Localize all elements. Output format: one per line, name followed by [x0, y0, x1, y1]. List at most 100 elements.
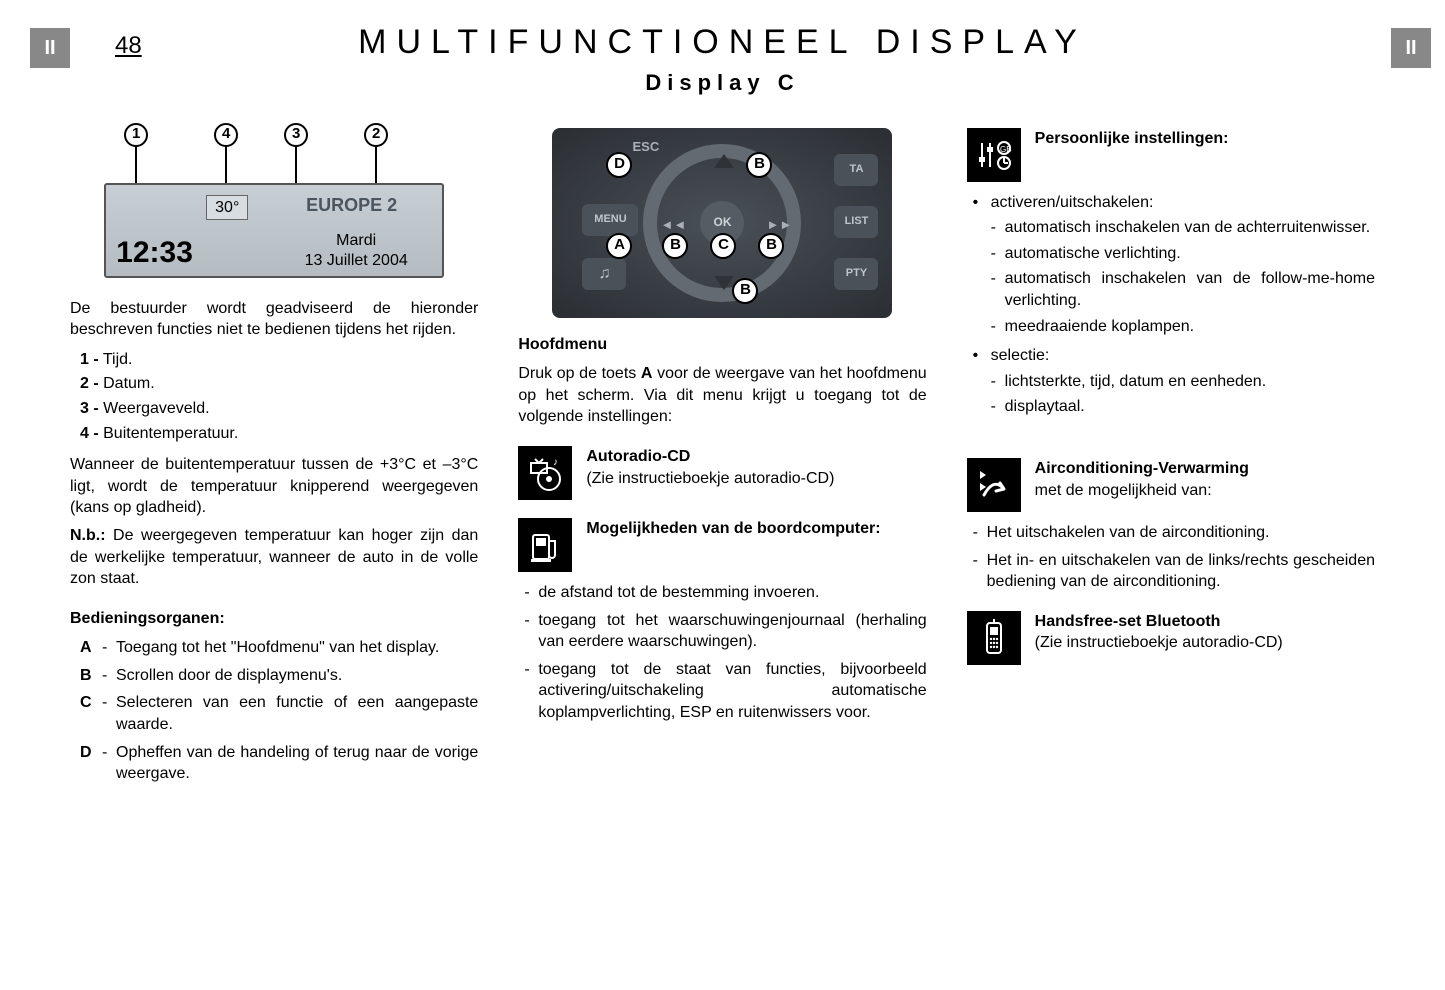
numbered-list: 1 - Tijd. 2 - Datum. 3 - Weergaveveld. 4…: [80, 349, 478, 444]
pad-arrow-up-icon: [714, 154, 734, 168]
settings-sliders-icon: GB: [967, 128, 1021, 182]
ctrl-C-letter: C: [80, 692, 102, 735]
autoradio-sub: (Zie instructieboekje autoradio-CD): [586, 468, 926, 490]
boordcomputer-row: Mogelijkheden van de boordcomputer:: [518, 518, 926, 572]
display-day: Mardi: [276, 230, 436, 252]
svg-text:GB: GB: [1000, 145, 1012, 154]
title-block: MULTIFUNCTIONEEL DISPLAY Display C: [70, 20, 1375, 98]
callout-3: 3: [284, 123, 308, 147]
pad-letter-B-left: B: [662, 233, 688, 259]
column-2: ESC MENU TA LIST PTY ♫ OK ◄◄ ►► D B A B …: [518, 128, 926, 791]
item-1-num: 1 -: [80, 351, 99, 368]
select-a: lichtsterkte, tijd, datum en eenheden.: [1005, 371, 1375, 393]
personal-bullets: •activeren/uitschakelen: -automatisch in…: [973, 192, 1375, 418]
hoofdmenu-text-bold: A: [641, 365, 653, 382]
callout-2: 2: [364, 123, 388, 147]
advisory-text: De bestuurder wordt geadviseerd de hiero…: [70, 298, 478, 341]
page-title: MULTIFUNCTIONEEL DISPLAY: [70, 20, 1375, 66]
fuel-pump-icon: [518, 518, 572, 572]
aircon-list: -Het uitschakelen van de airconditioning…: [973, 522, 1375, 593]
pad-music-button: ♫: [582, 258, 626, 290]
display-time: 12:33: [116, 233, 193, 274]
pad-letter-B-bottom: B: [732, 278, 758, 304]
ctrl-D-letter: D: [80, 742, 102, 785]
activate-b: automatische verlichting.: [1005, 243, 1375, 265]
boord-item-b: toegang tot het waarschuwingenjournaal (…: [538, 610, 926, 653]
pad-letter-B-right: B: [758, 233, 784, 259]
bluetooth-sub: (Zie instructieboekje autoradio-CD): [1035, 632, 1375, 654]
pad-letter-B-top: B: [746, 152, 772, 178]
boord-item-a: de afstand tot de bestemming invoeren.: [538, 582, 926, 604]
item-4-text: Buitentemperatuur.: [103, 425, 238, 442]
item-3-text: Weergaveveld.: [103, 400, 209, 417]
display-illustration: 1 4 3 2 12:33 30° EUROPE 2 Mardi 13 Juil…: [104, 128, 444, 278]
item-2-text: Datum.: [103, 375, 155, 392]
manual-page: II II 48 MULTIFUNCTIONEEL DISPLAY Displa…: [0, 0, 1445, 990]
select-b: displaytaal.: [1005, 396, 1375, 418]
aircon-row: Airconditioning-Verwarming met de mogeli…: [967, 458, 1375, 512]
boordcomputer-list: -de afstand tot de bestemming invoeren. …: [524, 582, 926, 724]
hoofdmenu-heading: Hoofdmenu: [518, 334, 926, 356]
display-station: EUROPE 2: [306, 193, 397, 217]
svg-text:♪: ♪: [553, 457, 558, 468]
display-screen: 12:33 30° EUROPE 2 Mardi 13 Juillet 2004: [104, 183, 444, 278]
aircon-title: Airconditioning-Verwarming: [1035, 458, 1375, 480]
autoradio-cd-icon: ♪: [518, 446, 572, 500]
nb-text: De weergegeven temperatuur kan hoger zij…: [70, 527, 478, 587]
nb-label: N.b.:: [70, 527, 106, 544]
section-tab-right: II: [1391, 28, 1431, 68]
item-1-text: Tijd.: [103, 351, 133, 368]
control-pad-illustration: ESC MENU TA LIST PTY ♫ OK ◄◄ ►► D B A B …: [552, 128, 892, 318]
ctrl-C-text: Selecteren van een functie of een aangep…: [116, 692, 478, 735]
pad-rewind-icon: ◄◄: [660, 216, 686, 234]
pad-letter-C: C: [710, 233, 736, 259]
content-columns: 1 4 3 2 12:33 30° EUROPE 2 Mardi 13 Juil…: [70, 128, 1375, 791]
personal-row: GB Persoonlijke instellingen:: [967, 128, 1375, 182]
aircon-icon: [967, 458, 1021, 512]
boord-item-c: toegang tot de staat van functies, bijvo…: [538, 659, 926, 724]
nb-paragraph: N.b.: De weergegeven temperatuur kan hog…: [70, 525, 478, 590]
bluetooth-title: Handsfree-set Bluetooth: [1035, 611, 1375, 633]
column-1: 1 4 3 2 12:33 30° EUROPE 2 Mardi 13 Juil…: [70, 128, 478, 791]
hoofdmenu-text: Druk op de toets A voor de weergave van …: [518, 363, 926, 428]
controls-heading: Bedieningsorganen:: [70, 608, 478, 630]
phone-icon: [967, 611, 1021, 665]
activate-a: automatisch inschakelen van de achterrui…: [1005, 217, 1375, 239]
pad-forward-icon: ►►: [766, 216, 792, 234]
select-label: selectie:: [991, 345, 1375, 367]
pad-letter-A: A: [606, 233, 632, 259]
ctrl-B-letter: B: [80, 665, 102, 687]
pad-esc-label: ESC: [632, 138, 659, 156]
autoradio-row: ♪ Autoradio-CD (Zie instructieboekje aut…: [518, 446, 926, 500]
page-number: 48: [115, 30, 142, 62]
item-3-num: 3 -: [80, 400, 99, 417]
display-temp: 30°: [206, 195, 248, 221]
pad-arrow-down-icon: [714, 276, 734, 290]
pad-ta-button: TA: [834, 154, 878, 186]
column-3: GB Persoonlijke instellingen: •activeren…: [967, 128, 1375, 791]
callout-1: 1: [124, 123, 148, 147]
ctrl-B-text: Scrollen door de displaymenu's.: [116, 665, 478, 687]
page-subtitle: Display C: [70, 68, 1375, 98]
callout-4: 4: [214, 123, 238, 147]
personal-title: Persoonlijke instellingen:: [1035, 128, 1375, 150]
autoradio-title: Autoradio-CD: [586, 446, 926, 468]
pad-menu-button: MENU: [582, 204, 638, 236]
ctrl-A-text: Toegang tot het "Hoofdmenu" van het disp…: [116, 637, 478, 659]
activate-d: meedraaiende koplampen.: [1005, 316, 1375, 338]
pad-letter-D: D: [606, 152, 632, 178]
aircon-sub: met de mogelijkheid van:: [1035, 480, 1375, 502]
display-date: 13 Juillet 2004: [276, 250, 436, 272]
section-tab-left: II: [30, 28, 70, 68]
hoofdmenu-text-pre: Druk op de toets: [518, 365, 641, 382]
item-2-num: 2 -: [80, 375, 99, 392]
pad-list-button: LIST: [834, 206, 878, 238]
item-4-num: 4 -: [80, 425, 99, 442]
ctrl-D-text: Opheffen van de handeling of terug naar …: [116, 742, 478, 785]
activate-c: automatisch inschakelen van de follow-me…: [1005, 268, 1375, 311]
bluetooth-row: Handsfree-set Bluetooth (Zie instructieb…: [967, 611, 1375, 665]
boordcomputer-title: Mogelijkheden van de boordcomputer:: [586, 518, 926, 540]
controls-list: A-Toegang tot het "Hoofdmenu" van het di…: [80, 637, 478, 785]
ctrl-A-letter: A: [80, 637, 102, 659]
pad-pty-button: PTY: [834, 258, 878, 290]
